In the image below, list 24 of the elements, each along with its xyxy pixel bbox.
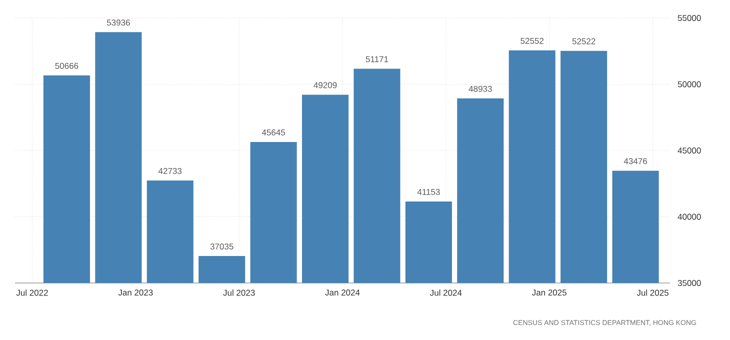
data-label: 50666 (55, 62, 78, 69)
x-tick-label: Jul 2023 (223, 290, 255, 296)
data-label: 53936 (106, 20, 130, 26)
x-tick-label: Jul 2022 (16, 290, 48, 296)
data-label: 37035 (210, 243, 234, 250)
y-tick-label: 45000 (678, 147, 701, 154)
x-tick-label: Jul 2025 (636, 290, 668, 296)
data-label: 52522 (572, 38, 596, 44)
y-tick-label: 55000 (678, 14, 701, 21)
x-tick-label: Jan 2023 (118, 290, 153, 296)
data-label: 41153 (417, 188, 440, 195)
x-tick-label: Jul 2024 (430, 290, 462, 296)
data-label: 42733 (158, 168, 182, 174)
data-label: 49209 (314, 82, 337, 88)
y-tick-label: 35000 (678, 280, 701, 286)
data-label: 52552 (520, 38, 544, 44)
data-label: 43476 (624, 158, 647, 164)
x-tick-label: Jan 2024 (325, 290, 360, 296)
y-tick-label: 50000 (678, 81, 701, 88)
x-tick-label: Jan 2025 (532, 290, 566, 296)
data-label: 45645 (262, 129, 286, 136)
data-label: 51171 (366, 56, 388, 62)
y-tick-label: 40000 (678, 214, 701, 220)
data-label: 48933 (468, 86, 492, 92)
